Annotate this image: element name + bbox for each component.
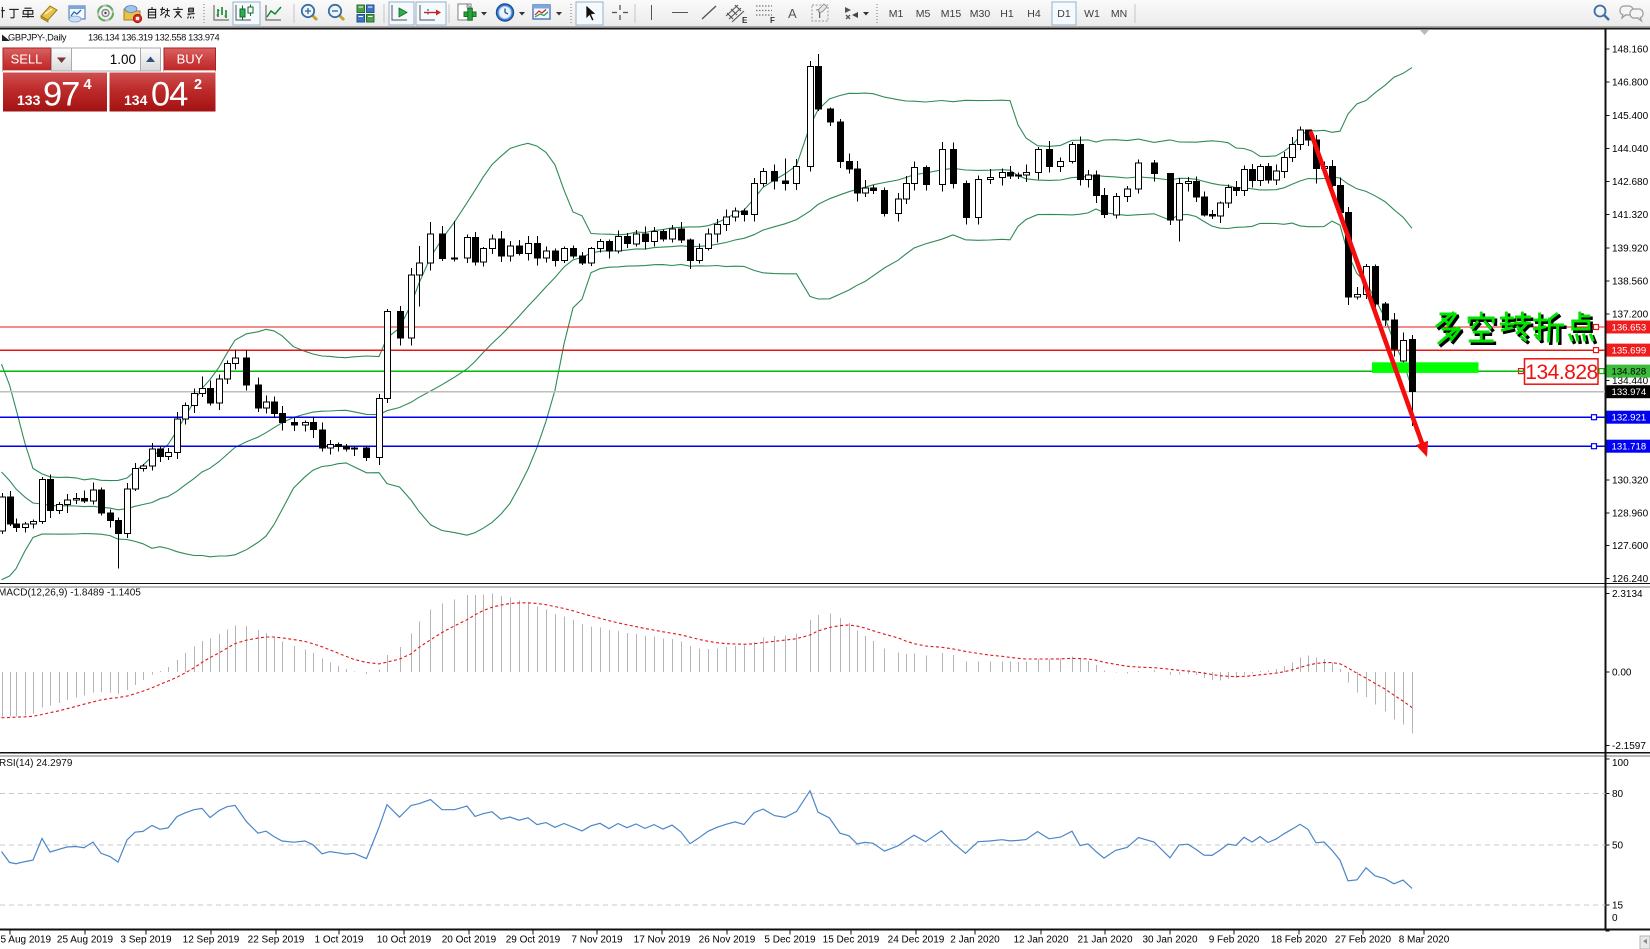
svg-text:T: T (816, 7, 824, 21)
svg-text:BUY: BUY (177, 52, 204, 67)
svg-text:2: 2 (194, 77, 202, 93)
svg-text:134: 134 (124, 92, 148, 108)
svg-text:138.560: 138.560 (1612, 276, 1649, 287)
svg-text:22 Sep 2019: 22 Sep 2019 (248, 935, 305, 946)
svg-text:134.440: 134.440 (1612, 376, 1649, 387)
svg-text:100: 100 (1612, 758, 1629, 769)
svg-text:D1: D1 (1057, 8, 1071, 20)
svg-text:M1: M1 (889, 8, 904, 20)
svg-text:131.718: 131.718 (1612, 442, 1647, 453)
svg-text:2 Jan 2020: 2 Jan 2020 (950, 935, 1000, 946)
svg-text:29 Oct 2019: 29 Oct 2019 (506, 935, 561, 946)
svg-text:17 Nov 2019: 17 Nov 2019 (634, 935, 691, 946)
svg-text:135.699: 135.699 (1612, 346, 1647, 357)
svg-text:148.160: 148.160 (1612, 45, 1649, 56)
svg-text:141.320: 141.320 (1612, 210, 1649, 221)
svg-text:24 Dec 2019: 24 Dec 2019 (888, 935, 945, 946)
svg-text:137.200: 137.200 (1612, 309, 1649, 320)
svg-text:26 Nov 2019: 26 Nov 2019 (699, 935, 756, 946)
svg-text:15 Dec 2019: 15 Dec 2019 (823, 935, 880, 946)
svg-text:97: 97 (43, 76, 79, 114)
svg-text:30 Jan 2020: 30 Jan 2020 (1142, 935, 1197, 946)
svg-text:145.400: 145.400 (1612, 111, 1649, 122)
svg-text:M15: M15 (941, 8, 962, 20)
svg-text:127.600: 127.600 (1612, 541, 1649, 552)
svg-text:E: E (742, 16, 748, 25)
svg-text:126.240: 126.240 (1612, 574, 1649, 585)
svg-text:132.921: 132.921 (1612, 413, 1647, 424)
svg-text:7 Nov 2019: 7 Nov 2019 (571, 935, 623, 946)
svg-text:GBPJPY-,Daily: GBPJPY-,Daily (8, 33, 67, 43)
svg-text:12 Jan 2020: 12 Jan 2020 (1013, 935, 1068, 946)
svg-text:04: 04 (151, 76, 188, 114)
svg-text:136.134 136.319 132.558 133.97: 136.134 136.319 132.558 133.974 (88, 33, 220, 43)
svg-text:80: 80 (1612, 789, 1624, 800)
svg-text:4: 4 (84, 77, 92, 93)
svg-text:H1: H1 (1000, 8, 1014, 20)
svg-text:144.040: 144.040 (1612, 144, 1649, 155)
svg-text:27 Feb 2020: 27 Feb 2020 (1335, 935, 1392, 946)
svg-text:M30: M30 (970, 8, 991, 20)
svg-text:15: 15 (1612, 901, 1624, 912)
svg-text:18 Feb 2020: 18 Feb 2020 (1271, 935, 1328, 946)
svg-text:136.653: 136.653 (1612, 323, 1647, 334)
svg-text:10 Oct 2019: 10 Oct 2019 (377, 935, 432, 946)
svg-text:133.974: 133.974 (1612, 387, 1647, 398)
svg-text:142.680: 142.680 (1612, 177, 1649, 188)
svg-text:25 Aug 2019: 25 Aug 2019 (57, 935, 114, 946)
svg-text:146.800: 146.800 (1612, 77, 1649, 88)
svg-text:2.3134: 2.3134 (1612, 589, 1643, 600)
svg-text:5 Aug 2019: 5 Aug 2019 (1, 935, 52, 946)
svg-text:128.960: 128.960 (1612, 508, 1649, 519)
svg-text:H4: H4 (1027, 8, 1041, 20)
svg-text:-2.1597: -2.1597 (1612, 741, 1646, 752)
svg-text:RSI(14) 24.2979: RSI(14) 24.2979 (0, 758, 73, 769)
svg-text:133: 133 (17, 92, 41, 108)
svg-text:M5: M5 (916, 8, 931, 20)
svg-text:SELL: SELL (11, 52, 43, 67)
svg-text:1 Oct 2019: 1 Oct 2019 (315, 935, 364, 946)
svg-text:A: A (788, 6, 797, 21)
svg-text:12 Sep 2019: 12 Sep 2019 (183, 935, 240, 946)
svg-text:0: 0 (1612, 913, 1618, 924)
svg-text:134.828: 134.828 (1612, 367, 1647, 378)
svg-text:0.00: 0.00 (1612, 668, 1632, 679)
svg-text:MN: MN (1111, 8, 1127, 20)
svg-text:F: F (770, 16, 775, 25)
svg-text:MACD(12,26,9) -1.8489 -1.1405: MACD(12,26,9) -1.8489 -1.1405 (0, 588, 141, 599)
svg-text:20 Oct 2019: 20 Oct 2019 (442, 935, 497, 946)
svg-text:50: 50 (1612, 841, 1624, 852)
svg-text:139.920: 139.920 (1612, 244, 1649, 255)
svg-text:9 Feb 2020: 9 Feb 2020 (1209, 935, 1260, 946)
svg-text:W1: W1 (1084, 8, 1100, 20)
svg-text:1.00: 1.00 (110, 52, 136, 67)
svg-text:5 Dec 2019: 5 Dec 2019 (764, 935, 816, 946)
svg-text:21 Jan 2020: 21 Jan 2020 (1077, 935, 1132, 946)
svg-text:3 Sep 2019: 3 Sep 2019 (120, 935, 172, 946)
svg-text:134.828: 134.828 (1525, 361, 1597, 384)
svg-text:8 Mar 2020: 8 Mar 2020 (1399, 935, 1450, 946)
svg-text:130.320: 130.320 (1612, 476, 1649, 487)
